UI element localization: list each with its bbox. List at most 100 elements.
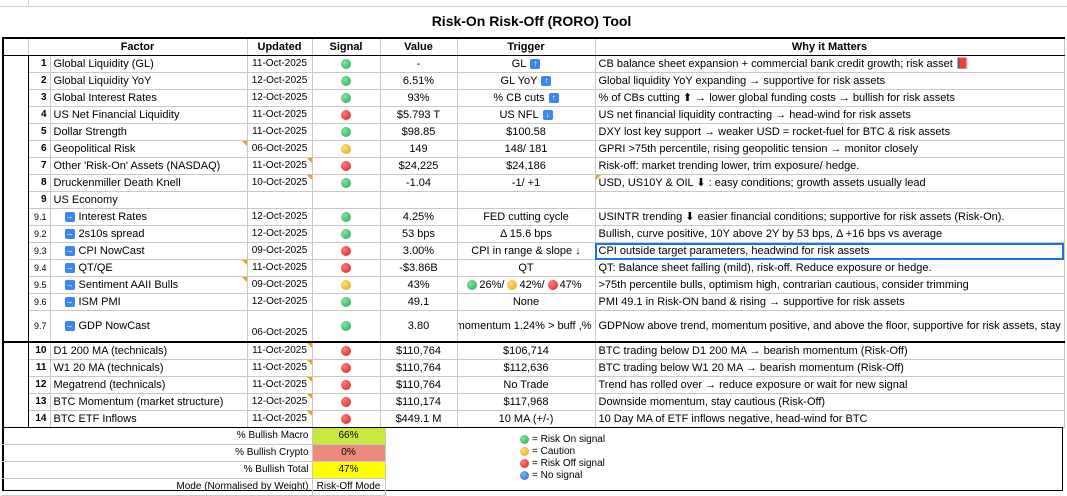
value-cell[interactable]: 49.1 bbox=[379, 293, 458, 311]
trigger-cell[interactable]: Δ 15.6 bps bbox=[456, 225, 596, 243]
updated-cell[interactable]: 11-Oct-2025 bbox=[246, 341, 313, 360]
row-number[interactable]: 9.3 bbox=[27, 242, 51, 260]
updated-cell[interactable]: 11-Oct-2025 bbox=[246, 259, 313, 277]
updated-cell[interactable]: 11-Oct-2025 bbox=[246, 55, 313, 73]
row-number[interactable]: 4 bbox=[27, 106, 51, 124]
why-cell[interactable]: GPRI >75th percentile, rising geopolitic… bbox=[594, 140, 1065, 158]
factor-cell[interactable]: Megatrend (technicals) bbox=[49, 376, 248, 394]
why-cell[interactable] bbox=[594, 191, 1065, 209]
factor-cell[interactable]: Global Liquidity YoY bbox=[49, 72, 248, 90]
value-cell[interactable]: $110,764 bbox=[379, 376, 458, 394]
factor-cell[interactable]: Global Liquidity (GL) bbox=[49, 55, 248, 73]
value-cell[interactable]: 149 bbox=[379, 140, 458, 158]
value-cell[interactable]: $110,174 bbox=[379, 393, 458, 411]
signal-cell[interactable] bbox=[311, 89, 381, 107]
why-cell[interactable]: Global liquidity YoY expanding → support… bbox=[594, 72, 1065, 90]
factor-cell[interactable]: → Sentiment AAII Bulls bbox=[49, 276, 248, 294]
trigger-cell[interactable]: -1/ +1 bbox=[456, 174, 596, 192]
factor-cell[interactable]: BTC ETF Inflows bbox=[49, 410, 248, 428]
trigger-cell[interactable]: GL ↑ bbox=[456, 55, 596, 73]
trigger-cell[interactable]: 148/ 181 bbox=[456, 140, 596, 158]
value-cell[interactable]: 3.80 bbox=[379, 310, 458, 343]
updated-cell[interactable]: 11-Oct-2025 bbox=[246, 410, 313, 428]
summary-value[interactable]: 66% bbox=[311, 428, 386, 445]
updated-cell[interactable]: 12-Oct-2025 bbox=[246, 393, 313, 411]
trigger-cell[interactable]: $24,186 bbox=[456, 157, 596, 175]
factor-cell[interactable]: W1 20 MA (technicals) bbox=[49, 359, 248, 377]
signal-cell[interactable] bbox=[311, 410, 381, 428]
header-updated[interactable]: Updated bbox=[246, 37, 313, 56]
updated-cell[interactable]: 11-Oct-2025 bbox=[246, 157, 313, 175]
updated-cell[interactable]: 12-Oct-2025 bbox=[246, 208, 313, 226]
header-trigger[interactable]: Trigger bbox=[456, 37, 596, 56]
why-cell[interactable]: DXY lost key support → weaker USD = rock… bbox=[594, 123, 1065, 141]
why-cell[interactable]: BTC trading below D1 200 MA → bearish mo… bbox=[594, 341, 1065, 360]
row-number[interactable]: 9.4 bbox=[27, 259, 51, 277]
trigger-cell[interactable]: $112,636 bbox=[456, 359, 596, 377]
factor-cell[interactable]: → CPI NowCast bbox=[49, 242, 248, 260]
row-number[interactable]: 8 bbox=[27, 174, 51, 192]
factor-cell[interactable]: US Economy bbox=[49, 191, 248, 209]
why-cell[interactable]: Downside momentum, stay cautious (Risk-O… bbox=[594, 393, 1065, 411]
link-arrow-icon[interactable]: → bbox=[64, 212, 75, 223]
updated-cell[interactable]: 11-Oct-2025 bbox=[246, 376, 313, 394]
why-cell[interactable]: QT: Balance sheet falling (mild), risk-o… bbox=[594, 259, 1065, 277]
row-number[interactable]: 9.1 bbox=[27, 208, 51, 226]
signal-cell[interactable] bbox=[311, 376, 381, 394]
value-cell[interactable]: 6.51% bbox=[379, 72, 458, 90]
trigger-cell[interactable]: GL YoY ↑ bbox=[456, 72, 596, 90]
updated-cell[interactable]: 11-Oct-2025 bbox=[246, 359, 313, 377]
trigger-cell[interactable]: $100.58 bbox=[456, 123, 596, 141]
value-cell[interactable]: $110,764 bbox=[379, 341, 458, 360]
signal-cell[interactable] bbox=[311, 341, 381, 360]
why-cell[interactable]: Trend has rolled over → reduce exposure … bbox=[594, 376, 1065, 394]
factor-cell[interactable]: Dollar Strength bbox=[49, 123, 248, 141]
signal-cell[interactable] bbox=[311, 140, 381, 158]
summary-value[interactable]: 0% bbox=[311, 444, 386, 462]
signal-cell[interactable] bbox=[311, 310, 381, 343]
value-cell[interactable]: -$3.86B bbox=[379, 259, 458, 277]
row-number[interactable]: 6 bbox=[27, 140, 51, 158]
signal-cell[interactable] bbox=[311, 174, 381, 192]
trigger-cell[interactable]: $106,714 bbox=[456, 341, 596, 360]
why-cell[interactable]: PMI 49.1 in Risk-ON band & rising → supp… bbox=[594, 293, 1065, 311]
value-cell[interactable]: $449.1 M bbox=[379, 410, 458, 428]
header-signal[interactable]: Signal bbox=[311, 37, 381, 56]
factor-cell[interactable]: US Net Financial Liquidity bbox=[49, 106, 248, 124]
row-number[interactable]: 10 bbox=[27, 341, 51, 360]
factor-cell[interactable]: Geopolitical Risk bbox=[49, 140, 248, 158]
why-cell[interactable]: CB balance sheet expansion + commercial … bbox=[594, 55, 1065, 73]
summary-value[interactable]: 47% bbox=[311, 461, 386, 479]
trigger-cell[interactable]: No Trade bbox=[456, 376, 596, 394]
updated-cell[interactable]: 11-Oct-2025 bbox=[246, 123, 313, 141]
signal-cell[interactable] bbox=[311, 208, 381, 226]
link-arrow-icon[interactable]: → bbox=[64, 280, 75, 291]
signal-cell[interactable] bbox=[311, 259, 381, 277]
value-cell[interactable]: 43% bbox=[379, 276, 458, 294]
updated-cell[interactable]: 12-Oct-2025 bbox=[246, 72, 313, 90]
updated-cell[interactable]: 06-Oct-2025 bbox=[246, 310, 313, 343]
link-arrow-icon[interactable]: → bbox=[64, 229, 75, 240]
summary-value[interactable]: Risk-Off Mode bbox=[311, 478, 386, 496]
row-number[interactable]: 9.5 bbox=[27, 276, 51, 294]
value-cell[interactable]: -1.04 bbox=[379, 174, 458, 192]
signal-cell[interactable] bbox=[311, 242, 381, 260]
row-number[interactable]: 9.6 bbox=[27, 293, 51, 311]
row-number[interactable]: 2 bbox=[27, 72, 51, 90]
why-cell[interactable]: CPI outside target parameters, headwind … bbox=[594, 242, 1065, 260]
trigger-cell[interactable] bbox=[456, 191, 596, 209]
factor-cell[interactable]: Other 'Risk-On' Assets (NASDAQ) bbox=[49, 157, 248, 175]
factor-cell[interactable]: → ISM PMI bbox=[49, 293, 248, 311]
header-value[interactable]: Value bbox=[379, 37, 458, 56]
why-cell[interactable]: >75th percentile bulls, optimism high, c… bbox=[594, 276, 1065, 294]
updated-cell[interactable]: 09-Oct-2025 bbox=[246, 242, 313, 260]
value-cell[interactable]: 93% bbox=[379, 89, 458, 107]
updated-cell[interactable]: 12-Oct-2025 bbox=[246, 293, 313, 311]
row-number[interactable]: 3 bbox=[27, 89, 51, 107]
value-cell[interactable]: $24,225 bbox=[379, 157, 458, 175]
signal-cell[interactable] bbox=[311, 55, 381, 73]
value-cell[interactable]: 4.25% bbox=[379, 208, 458, 226]
trigger-cell[interactable]: 26%/ 42%/ 47% bbox=[456, 276, 596, 294]
link-arrow-icon[interactable]: → bbox=[64, 246, 75, 257]
value-cell[interactable] bbox=[379, 191, 458, 209]
